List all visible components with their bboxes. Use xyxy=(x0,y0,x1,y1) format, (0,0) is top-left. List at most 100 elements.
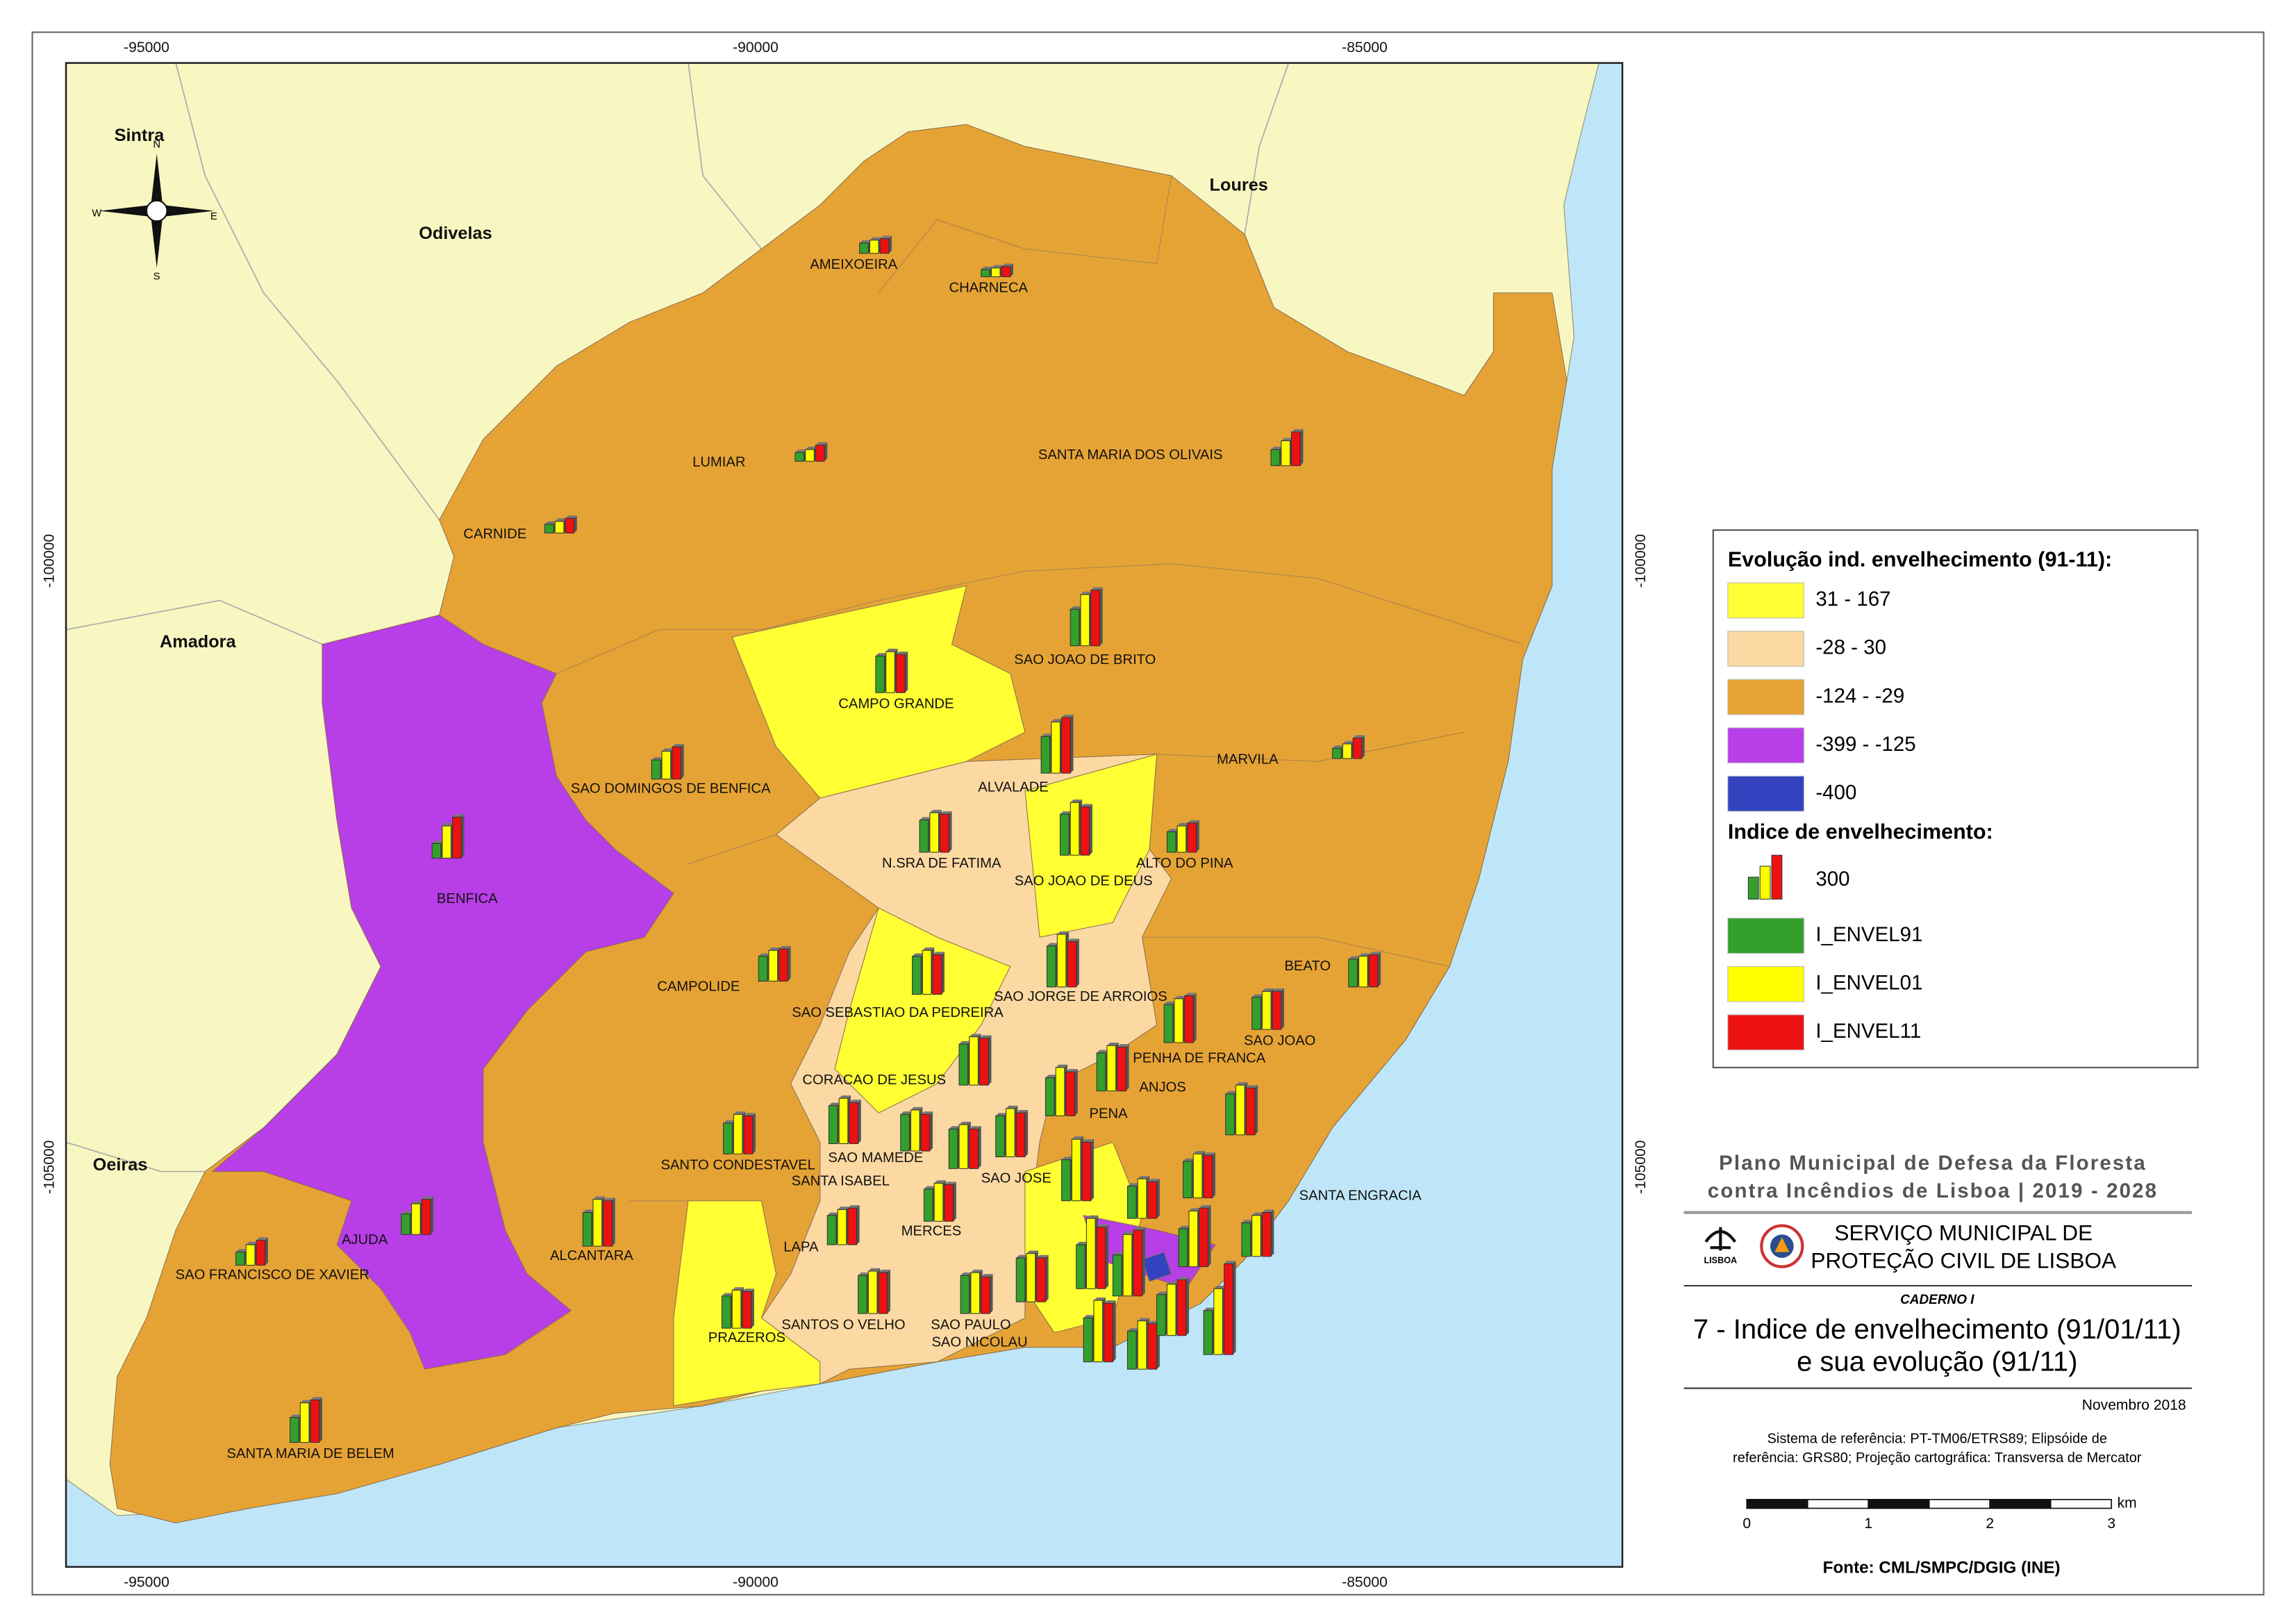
bar xyxy=(1272,991,1282,1030)
compass-arm xyxy=(151,210,163,268)
parish-label: MERCES xyxy=(901,1223,962,1238)
title-block xyxy=(1683,1211,2193,1389)
frame-x-label: -90000 xyxy=(733,1575,779,1591)
bar-top xyxy=(912,953,924,956)
neighbor-label: Amadora xyxy=(160,632,237,652)
bar-top xyxy=(934,1180,947,1184)
parish-label: ALTO DO PINA xyxy=(1136,856,1233,871)
parish-label: BEATO xyxy=(1284,959,1331,974)
bar-side xyxy=(905,652,908,693)
bar xyxy=(879,238,890,254)
bar xyxy=(1342,743,1352,759)
bar xyxy=(1348,959,1358,988)
bar-top xyxy=(555,518,567,522)
parish xyxy=(1083,1297,1116,1363)
bar-side xyxy=(1254,1085,1258,1135)
neighbor-label: Loures xyxy=(1210,175,1268,194)
bar-top xyxy=(452,814,465,818)
bar-side xyxy=(751,1289,754,1329)
bar xyxy=(1187,822,1197,853)
parish-label: SANTA ENGRACIA xyxy=(1299,1188,1422,1204)
bar-top xyxy=(815,442,828,445)
parish-label: ANJOS xyxy=(1139,1080,1186,1095)
map-frame xyxy=(65,62,1624,1568)
bar-top xyxy=(870,237,882,240)
bar-top xyxy=(1246,1085,1258,1088)
bar-top xyxy=(1213,1286,1226,1289)
bar-side xyxy=(1113,1300,1116,1362)
bar-side xyxy=(1361,735,1365,759)
scale-segment xyxy=(1867,1498,1930,1509)
bar xyxy=(672,746,682,780)
bar xyxy=(995,1115,1005,1158)
parish-label: AMEIXOEIRA xyxy=(810,257,897,272)
bar-top xyxy=(1041,734,1053,737)
bar xyxy=(1241,1222,1251,1257)
bar-top xyxy=(1026,1250,1038,1254)
bar xyxy=(742,1291,752,1329)
bar xyxy=(1352,738,1363,759)
bar-top xyxy=(1104,1300,1116,1304)
bar-top xyxy=(1251,1212,1264,1216)
neighbor-label: Sintra xyxy=(115,126,165,145)
scale-segment xyxy=(1806,1498,1870,1509)
bar xyxy=(1070,802,1080,856)
bar xyxy=(1163,1004,1174,1043)
bar-top xyxy=(742,1289,754,1292)
bar xyxy=(1083,1317,1093,1363)
parish-label: CHARNECA xyxy=(949,281,1028,296)
legend-size-bar xyxy=(1747,877,1759,900)
scale-segment xyxy=(1989,1498,2052,1509)
parish-label: SAO JOSE xyxy=(981,1170,1051,1186)
bar xyxy=(431,843,442,859)
scale-label: 3 xyxy=(2107,1516,2115,1532)
legend-label: -399 - -125 xyxy=(1815,733,1915,756)
legend-label: I_ENVEL01 xyxy=(1815,972,1922,995)
bar-side xyxy=(788,945,791,981)
bar-top xyxy=(1187,820,1199,823)
bar xyxy=(826,1215,837,1245)
bar xyxy=(828,1105,838,1145)
logo-lisboa xyxy=(1704,1227,1737,1251)
frame-x-label: -90000 xyxy=(733,40,779,56)
bar xyxy=(858,1275,867,1314)
title-text: PROTEÇÃO CIVIL DE LISBOA xyxy=(1811,1248,2117,1273)
bar xyxy=(1137,1178,1147,1219)
bar xyxy=(721,1295,731,1329)
frame-x-label: -95000 xyxy=(124,1575,169,1591)
parish: PENA xyxy=(1045,1064,1128,1122)
bar-top xyxy=(1061,1157,1074,1160)
bar-side xyxy=(319,1397,322,1443)
compass-letter: N xyxy=(153,140,160,151)
legend-title: Evolução ind. envelhecimento (91-11): xyxy=(1728,548,2112,572)
bar-top xyxy=(310,1397,322,1400)
bar xyxy=(1225,1093,1235,1136)
bar xyxy=(1090,590,1100,647)
bar-top xyxy=(991,265,1004,268)
parish-label: CORACAO DE JESUS xyxy=(802,1072,946,1088)
legend-label: -28 - 30 xyxy=(1815,636,1886,659)
frame-x-label: -85000 xyxy=(1342,1575,1388,1591)
bar xyxy=(1071,1138,1081,1202)
parish: SAO PAULO xyxy=(931,1269,1011,1332)
bar-top xyxy=(401,1211,413,1214)
parish: BENFICA xyxy=(431,814,498,906)
parish-label: AJUDA xyxy=(342,1232,388,1248)
bar-top xyxy=(920,817,931,820)
municipal-border xyxy=(65,599,323,645)
bar-top xyxy=(981,1274,993,1277)
bar xyxy=(731,1289,742,1329)
bar-top xyxy=(849,1100,861,1103)
bar-top xyxy=(859,240,872,243)
bar-top xyxy=(1065,1068,1078,1072)
compass-rose xyxy=(99,154,214,268)
frame-x-label: -85000 xyxy=(1342,40,1388,56)
legend-label: -124 - -29 xyxy=(1815,684,1904,707)
bar-top xyxy=(1353,735,1365,738)
parish: ALCANTARA xyxy=(550,1196,633,1263)
bar-top xyxy=(959,1121,971,1125)
bar-top xyxy=(1199,1205,1211,1209)
bar xyxy=(452,816,462,859)
bar-top xyxy=(1086,1215,1099,1219)
